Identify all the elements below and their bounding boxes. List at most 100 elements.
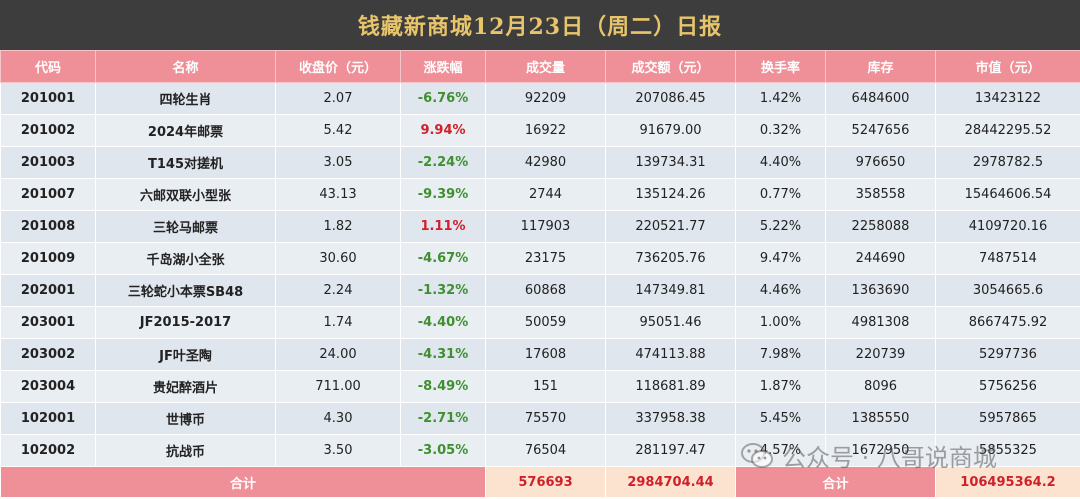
cell-cap: 5957865 <box>935 402 1080 435</box>
cell-turnover: 1.00% <box>735 306 826 339</box>
cell-amount: 95051.46 <box>605 306 736 339</box>
table-row: 203002 JF叶圣陶 24.00 -4.31% 17608 474113.88 7.98… <box>0 338 1080 371</box>
cell-cap: 3054665.6 <box>935 274 1080 307</box>
cell-change: -1.32% <box>400 274 486 307</box>
title-bar: 钱藏新商城12月23日（周二）日报 <box>0 0 1080 50</box>
cell-amount: 135124.26 <box>605 178 736 211</box>
cell-name: 抗战币 <box>95 434 276 467</box>
header-change: 涨跌幅 <box>400 50 486 83</box>
cell-code: 102002 <box>0 434 96 467</box>
cell-volume: 151 <box>485 370 606 403</box>
cell-volume: 50059 <box>485 306 606 339</box>
cell-name: JF叶圣陶 <box>95 338 276 371</box>
cell-amount: 139734.31 <box>605 146 736 179</box>
cell-change: -2.71% <box>400 402 486 435</box>
cell-amount: 337958.38 <box>605 402 736 435</box>
header-code: 代码 <box>0 50 96 83</box>
cell-close: 1.74 <box>275 306 401 339</box>
cell-volume: 92209 <box>485 82 606 115</box>
cell-volume: 16922 <box>485 114 606 147</box>
cell-cap: 4109720.16 <box>935 210 1080 243</box>
cell-volume: 75570 <box>485 402 606 435</box>
cell-cap: 28442295.52 <box>935 114 1080 147</box>
cell-stock: 358558 <box>825 178 936 211</box>
cell-change: 1.11% <box>400 210 486 243</box>
cell-change: -6.76% <box>400 82 486 115</box>
cell-close: 5.42 <box>275 114 401 147</box>
cell-name: 贵妃醉酒片 <box>95 370 276 403</box>
daily-report-table: 代码 名称 收盘价（元） 涨跌幅 成交量 成交额（元） 换手率 库存 市值（元）… <box>0 50 1080 498</box>
table-row: 202001 三轮蛇小本票SB48 2.24 -1.32% 60868 147349.81… <box>0 274 1080 307</box>
table-row: 102002 抗战币 3.50 -3.05% 76504 281197.47 4.57% 16… <box>0 434 1080 467</box>
cell-cap: 8667475.92 <box>935 306 1080 339</box>
cell-volume: 117903 <box>485 210 606 243</box>
cell-cap: 7487514 <box>935 242 1080 275</box>
cell-code: 102001 <box>0 402 96 435</box>
cell-turnover: 7.98% <box>735 338 826 371</box>
cell-turnover: 9.47% <box>735 242 826 275</box>
total-cap: 106495364.2 <box>935 466 1080 498</box>
cell-name: 千岛湖小全张 <box>95 242 276 275</box>
cell-turnover: 4.46% <box>735 274 826 307</box>
cell-volume: 23175 <box>485 242 606 275</box>
cell-close: 30.60 <box>275 242 401 275</box>
table-row: 203004 贵妃醉酒片 711.00 -8.49% 151 118681.89 1.87%… <box>0 370 1080 403</box>
cell-stock: 1363690 <box>825 274 936 307</box>
table-row: 201002 2024年邮票 5.42 9.94% 16922 91679.00 0.32%… <box>0 114 1080 147</box>
table-row: 201009 千岛湖小全张 30.60 -4.67% 23175 736205.76 9.4… <box>0 242 1080 275</box>
cell-amount: 91679.00 <box>605 114 736 147</box>
cell-change: 9.94% <box>400 114 486 147</box>
cell-close: 3.50 <box>275 434 401 467</box>
cell-close: 3.05 <box>275 146 401 179</box>
header-volume: 成交量 <box>485 50 606 83</box>
cell-change: -3.05% <box>400 434 486 467</box>
cell-name: JF2015-2017 <box>95 306 276 339</box>
cell-stock: 1672950 <box>825 434 936 467</box>
cell-close: 24.00 <box>275 338 401 371</box>
cell-cap: 13423122 <box>935 82 1080 115</box>
cell-amount: 118681.89 <box>605 370 736 403</box>
cell-volume: 42980 <box>485 146 606 179</box>
cell-change: -8.49% <box>400 370 486 403</box>
cell-code: 201001 <box>0 82 96 115</box>
cell-code: 201008 <box>0 210 96 243</box>
header-cap: 市值（元） <box>935 50 1080 83</box>
cell-volume: 17608 <box>485 338 606 371</box>
cell-name: 世博币 <box>95 402 276 435</box>
table-row: 203001 JF2015-2017 1.74 -4.40% 50059 95051.46… <box>0 306 1080 339</box>
cell-close: 43.13 <box>275 178 401 211</box>
cell-name: 三轮马邮票 <box>95 210 276 243</box>
cell-amount: 474113.88 <box>605 338 736 371</box>
cell-change: -2.24% <box>400 146 486 179</box>
cell-stock: 220739 <box>825 338 936 371</box>
table-row: 201001 四轮生肖 2.07 -6.76% 92209 207086.45 1.42% 6… <box>0 82 1080 115</box>
cell-name: 三轮蛇小本票SB48 <box>95 274 276 307</box>
cell-turnover: 5.45% <box>735 402 826 435</box>
cell-cap: 5297736 <box>935 338 1080 371</box>
cell-change: -4.40% <box>400 306 486 339</box>
cell-name: 四轮生肖 <box>95 82 276 115</box>
table-row: 102001 世博币 4.30 -2.71% 75570 337958.38 5.45% 13… <box>0 402 1080 435</box>
cell-stock: 6484600 <box>825 82 936 115</box>
cell-close: 2.07 <box>275 82 401 115</box>
page-title: 钱藏新商城12月23日（周二）日报 <box>357 14 723 40</box>
cell-code: 201009 <box>0 242 96 275</box>
total-row: 合计 576693 2984704.44 合计 106495364.2 <box>0 466 1080 498</box>
cell-close: 711.00 <box>275 370 401 403</box>
cell-stock: 244690 <box>825 242 936 275</box>
total-label-right: 合计 <box>735 466 936 498</box>
cell-close: 2.24 <box>275 274 401 307</box>
header-close: 收盘价（元） <box>275 50 401 83</box>
header-turnover: 换手率 <box>735 50 826 83</box>
cell-stock: 2258088 <box>825 210 936 243</box>
table-row: 201003 T145对搓机 3.05 -2.24% 42980 139734.31 4.4… <box>0 146 1080 179</box>
table-row: 201007 六邮双联小型张 43.13 -9.39% 2744 135124.26 0.7… <box>0 178 1080 211</box>
cell-code: 201003 <box>0 146 96 179</box>
cell-volume: 2744 <box>485 178 606 211</box>
cell-turnover: 1.42% <box>735 82 826 115</box>
cell-code: 203004 <box>0 370 96 403</box>
total-volume: 576693 <box>485 466 606 498</box>
cell-stock: 8096 <box>825 370 936 403</box>
cell-code: 203001 <box>0 306 96 339</box>
table-row: 201008 三轮马邮票 1.82 1.11% 117903 220521.77 5.22%… <box>0 210 1080 243</box>
